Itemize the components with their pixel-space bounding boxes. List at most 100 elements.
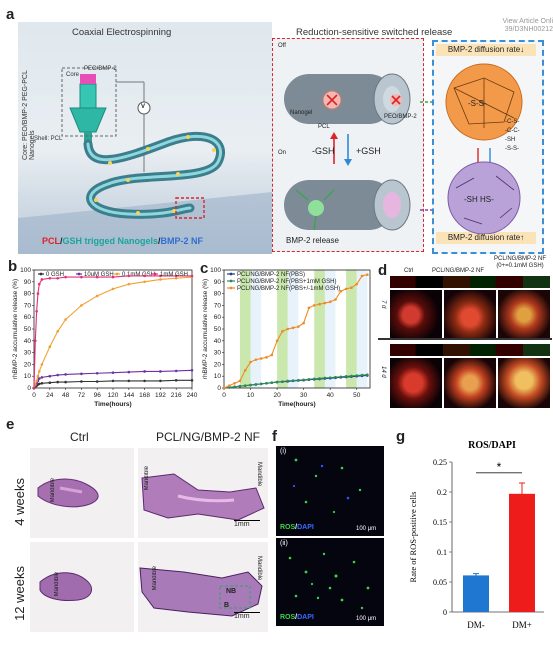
y-tick-label-7: 70 [214, 302, 222, 309]
chart-g-y-label: Rate of ROS-positive cells [408, 492, 418, 583]
y-tick-label-7: 70 [24, 302, 32, 309]
legend-label-0: 0 GSH [46, 272, 64, 278]
series-3-point-11 [111, 275, 115, 279]
series-1-point-13 [143, 370, 146, 373]
series-2-point-4 [243, 369, 247, 372]
nanogel-label: Nanogel [290, 110, 313, 116]
legend-marker-3 [153, 272, 157, 276]
series-0-point-12 [127, 379, 131, 383]
mandible-label-4: Mandible [54, 572, 60, 597]
series-2-point-0 [222, 386, 226, 390]
series-1-point-15 [302, 378, 305, 382]
series-1-point-5 [249, 383, 252, 387]
series-3-point-9 [80, 275, 83, 279]
series-1-point-14 [297, 378, 300, 382]
legend-marker-0 [39, 272, 43, 276]
legend-label-2: 0.1mM GSH [122, 272, 155, 278]
histology-nf-12w: Mandible Mandible NB B 1mm [138, 542, 268, 632]
chart-g-bar-0 [463, 575, 489, 612]
x-tick-label-2: 20 [273, 392, 281, 399]
scale-bar-2-text: 1mm [234, 613, 250, 620]
panel-e-row-4w: 4 weeks [12, 478, 27, 526]
series-2-point-24 [350, 286, 353, 289]
y-tick-label-3: 30 [214, 350, 222, 357]
y-tick-label-4: 40 [214, 338, 222, 345]
y-tick-label-0: 0 [27, 385, 31, 392]
key-ss: -S-S- [505, 146, 519, 152]
series-3-point-15 [174, 274, 178, 278]
legend-label-1: 10uM GSH [84, 272, 114, 278]
y-axis-label: rhBMP-2 accumulative release (%) [12, 279, 19, 379]
ros-text-1: ROS [280, 524, 296, 531]
switch-connectors [420, 101, 434, 211]
nanogel-spheres: -S-S- -SH HS- [445, 63, 523, 234]
series-2-point-13 [291, 326, 295, 330]
on-release-lines [295, 189, 335, 231]
series-2-point-9 [80, 304, 83, 307]
x-tick-label-6: 144 [123, 392, 134, 399]
series-3-point-14 [159, 274, 162, 278]
chart-g-y-tick-label-5: 0.25 [433, 458, 447, 467]
y-tick-label-6: 60 [24, 314, 32, 321]
panel-d-col-ctrl: Ctrl [404, 268, 414, 274]
mandible-label-1: Mandible [50, 478, 56, 503]
series-0-point-4 [37, 382, 41, 386]
legend-pcl: PCL [42, 236, 60, 246]
scale-bar-1: 1mm [234, 520, 260, 528]
series-0-point-5 [40, 381, 44, 385]
series-3-point-12 [127, 274, 131, 278]
series-1-point-8 [64, 373, 67, 376]
fiber-core [86, 134, 222, 216]
series-2-point-8 [265, 356, 268, 359]
x-tick-label-0: 0 [32, 392, 36, 399]
series-1-point-4 [243, 384, 247, 387]
y-tick-label-9: 90 [24, 279, 32, 286]
series-3-point-5 [40, 278, 44, 281]
panel-e-row-12w: 12 weeks [12, 566, 27, 621]
x-tick-label-1: 24 [46, 392, 54, 399]
panel-b-chart: 0 10 20 30 40 50 60 70 80 90 100 0 24 48 72 96 120 144 168… [12, 267, 198, 408]
off-cross-1 [326, 94, 338, 106]
series-3-point-7 [56, 276, 59, 280]
series-1-point-16 [307, 377, 311, 381]
panel-d-7d-nf [444, 290, 496, 340]
series-3-point-2 [35, 310, 38, 313]
series-0-point-16 [190, 379, 194, 382]
series-1-point-21 [334, 375, 337, 379]
series-3-point-3 [36, 292, 40, 295]
legend-marker-0 [229, 272, 233, 276]
series-2-point-15 [174, 276, 178, 280]
series-2-point-3 [238, 379, 242, 383]
series-0-point-7 [56, 380, 59, 384]
core-tag-2: PEO/BMP-2 [84, 66, 117, 72]
y-tick-label-2: 20 [24, 361, 32, 368]
panel-a-left-title: Coaxial Electrospinning [72, 27, 172, 38]
series-1-point-23 [344, 375, 348, 378]
series-1-point-11 [111, 371, 115, 374]
panel-d-col-gsh: PCL/NG/BMP-2 NF (0+=0.1mM GSH) [493, 256, 546, 269]
bond-key: -C-S- -C-C- -SH -S-S- [505, 118, 520, 154]
histology-nf-4w: Mandible Mandible 1mm [138, 448, 268, 538]
watermark: View Article Onli 39/D3NH00212 [473, 18, 553, 34]
x-tick-label-1: 10 [247, 392, 255, 399]
series-1-point-15 [174, 369, 178, 373]
shaded-band-6 [346, 270, 357, 388]
series-2-point-14 [297, 325, 300, 328]
series-3-point-6 [48, 276, 52, 280]
series-2-point-12 [286, 327, 290, 331]
panel-d-label: d [378, 262, 388, 279]
rate-up-box: BMP-2 diffusion rate↑ [436, 232, 536, 244]
panel-d-14d-gsh [498, 358, 550, 408]
series-1-point-6 [254, 383, 258, 386]
y-tick-label-8: 80 [24, 291, 32, 298]
series-1-point-9 [80, 372, 83, 376]
mandible-label-6: Mandible [256, 556, 262, 581]
panel-c-chart: 0 10 20 30 40 50 60 70 80 90 100 0 10 20 30 40 50 Time(ho… [202, 267, 371, 408]
ros-image-i-caption: ROS/DAPI [280, 524, 314, 531]
electrospinning-diagram [18, 67, 272, 254]
legend-sep-1: / [60, 236, 63, 246]
series-2-point-23 [344, 287, 348, 291]
pcl-fiber-label: PCL [318, 124, 330, 130]
panel-d-14d-nf [444, 358, 496, 408]
b-label: B [224, 602, 230, 609]
